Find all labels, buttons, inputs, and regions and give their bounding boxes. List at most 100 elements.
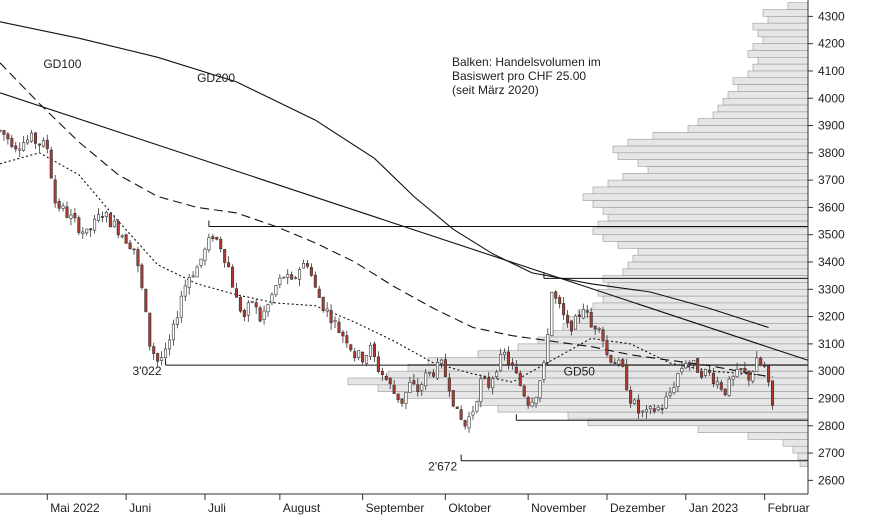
y-tick-label: 3000 bbox=[818, 364, 845, 378]
candle-body bbox=[613, 362, 617, 364]
candle-body bbox=[581, 308, 585, 319]
candle-body bbox=[171, 323, 175, 341]
volume-bar bbox=[592, 200, 809, 208]
volume-note: Balken: Handelsvolumen im Basiswert pro C… bbox=[452, 55, 601, 97]
volume-bar bbox=[752, 22, 809, 31]
volume-bar bbox=[537, 336, 809, 345]
candle-body bbox=[353, 351, 357, 359]
candle-body bbox=[719, 382, 723, 390]
candle-body bbox=[317, 288, 321, 298]
candle-body bbox=[258, 307, 262, 322]
candle-body bbox=[120, 235, 124, 238]
volume-bar bbox=[627, 138, 809, 147]
x-tick-label: Jan 2023 bbox=[689, 501, 739, 515]
candle-body bbox=[388, 378, 392, 385]
candle-body bbox=[345, 335, 349, 344]
candle-body bbox=[112, 220, 116, 228]
candle-body bbox=[278, 277, 282, 285]
y-tick-label: 3400 bbox=[818, 255, 845, 269]
candle-body bbox=[167, 339, 172, 350]
candle-body bbox=[301, 263, 306, 269]
candle-body bbox=[459, 409, 463, 420]
candle-body bbox=[396, 393, 400, 401]
volume-bar bbox=[697, 118, 809, 126]
candle-body bbox=[455, 406, 459, 409]
candle-body bbox=[692, 360, 696, 364]
candle-body bbox=[65, 206, 69, 218]
candle-body bbox=[18, 148, 22, 151]
x-tick-label: Juli bbox=[208, 501, 226, 515]
volume-bar bbox=[612, 145, 809, 154]
volume-bar bbox=[732, 77, 809, 85]
candle-body bbox=[45, 139, 49, 149]
y-tick-label: 3900 bbox=[818, 119, 845, 133]
candlesticks bbox=[0, 129, 775, 433]
volume-bar bbox=[617, 152, 809, 160]
candle-body bbox=[526, 397, 530, 406]
candle-body bbox=[660, 408, 664, 410]
candle-body bbox=[554, 291, 558, 299]
volume-bar bbox=[687, 125, 809, 133]
candle-body bbox=[723, 388, 727, 396]
candle-body bbox=[195, 266, 199, 278]
candle-body bbox=[495, 371, 499, 377]
candle-body bbox=[100, 216, 104, 218]
candle-body bbox=[164, 348, 168, 359]
candle-body bbox=[759, 357, 763, 366]
candle-body bbox=[384, 375, 388, 380]
candle-body bbox=[152, 346, 156, 354]
candle-body bbox=[26, 139, 30, 144]
candle-body bbox=[743, 368, 747, 372]
candle-body bbox=[566, 314, 570, 324]
ma-label: GD100 bbox=[43, 57, 81, 71]
candle-body bbox=[128, 242, 132, 250]
candle-body bbox=[246, 302, 250, 316]
candle-body bbox=[652, 408, 656, 412]
candle-body bbox=[763, 364, 767, 367]
candle-body bbox=[160, 357, 164, 361]
candle-body bbox=[696, 358, 700, 373]
candle-body bbox=[187, 277, 191, 288]
candle-body bbox=[589, 312, 593, 328]
candle-body bbox=[408, 382, 412, 393]
candle-body bbox=[242, 309, 246, 317]
volume-bar bbox=[737, 84, 809, 92]
candle-body bbox=[37, 143, 41, 146]
volume-bar bbox=[782, 439, 809, 447]
volume-bar bbox=[602, 234, 809, 242]
candle-body bbox=[286, 274, 290, 278]
candle-body bbox=[61, 205, 65, 209]
y-tick-label: 2800 bbox=[818, 419, 845, 433]
candle-body bbox=[309, 267, 313, 276]
candle-body bbox=[365, 355, 369, 364]
candle-body bbox=[207, 237, 211, 251]
candle-body bbox=[136, 249, 140, 267]
candle-body bbox=[672, 387, 676, 393]
trendline bbox=[0, 92, 809, 361]
candle-body bbox=[14, 145, 18, 150]
candle-body bbox=[644, 409, 648, 413]
candle-body bbox=[298, 269, 302, 280]
candle-body bbox=[73, 213, 77, 219]
candle-body bbox=[81, 231, 85, 234]
candle-body bbox=[502, 351, 507, 356]
candle-body bbox=[467, 416, 471, 429]
candle-body bbox=[282, 276, 286, 279]
candle-body bbox=[262, 310, 266, 320]
volume-bar bbox=[347, 377, 809, 386]
candle-body bbox=[617, 359, 621, 365]
candle-body bbox=[435, 362, 440, 379]
candle-body bbox=[148, 312, 152, 347]
candle-body bbox=[499, 353, 503, 372]
candle-body bbox=[558, 297, 562, 305]
candle-body bbox=[404, 392, 408, 404]
x-tick-label: Dezember bbox=[610, 501, 665, 515]
y-tick-label: 3800 bbox=[818, 146, 845, 160]
candle-body bbox=[97, 214, 101, 221]
candle-body bbox=[33, 132, 37, 144]
volume-bar bbox=[607, 213, 809, 222]
volume-bar bbox=[627, 261, 809, 270]
candle-body bbox=[333, 319, 337, 322]
volume-bar bbox=[747, 50, 809, 58]
